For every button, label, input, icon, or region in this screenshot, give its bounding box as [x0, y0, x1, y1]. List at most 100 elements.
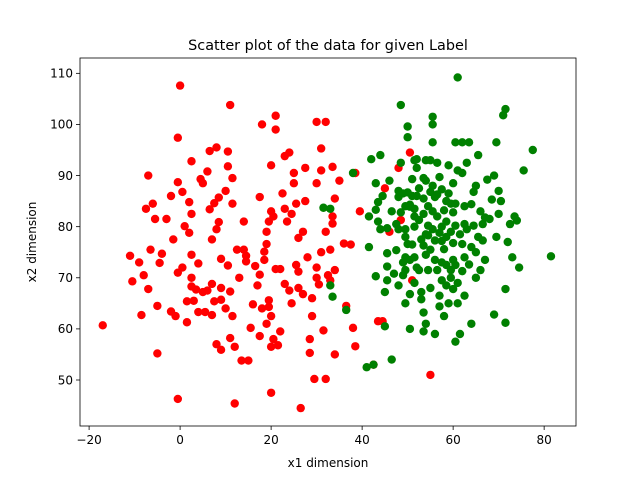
scatter-point	[232, 245, 242, 254]
scatter-point	[371, 205, 380, 214]
x-tick-label: 0	[176, 433, 184, 447]
scatter-point	[294, 283, 303, 293]
scatter-point	[410, 253, 419, 262]
scatter-point	[458, 239, 467, 249]
scatter-point	[269, 212, 278, 221]
scatter-point	[266, 161, 276, 170]
scatter-point	[307, 311, 317, 321]
scatter-point	[260, 255, 269, 265]
scatter-point	[269, 334, 278, 344]
scatter-point	[405, 148, 415, 157]
scatter-point	[271, 125, 280, 134]
scatter-point	[203, 286, 212, 295]
scatter-point	[173, 394, 183, 404]
scatter-point	[428, 225, 437, 234]
scatter-point	[225, 287, 235, 296]
scatter-point	[298, 227, 308, 236]
scatter-point	[460, 291, 469, 300]
scatter-point	[412, 163, 421, 173]
scatter-point	[235, 273, 244, 282]
scatter-point	[155, 258, 164, 268]
scatter-point	[451, 199, 460, 208]
scatter-point	[464, 138, 474, 147]
scatter-point	[433, 158, 442, 167]
scatter-point	[378, 191, 387, 201]
scatter-point	[326, 204, 335, 213]
scatter-point	[260, 247, 269, 256]
scatter-point	[212, 143, 221, 152]
plot-frame	[79, 57, 577, 427]
scatter-point	[433, 265, 442, 275]
scatter-point	[426, 283, 435, 293]
scatter-point	[316, 144, 326, 153]
scatter-point	[330, 350, 340, 359]
scatter-point	[351, 342, 360, 351]
scatter-point	[451, 138, 460, 147]
scatter-point	[387, 355, 396, 364]
scatter-point	[319, 203, 328, 212]
scatter-point	[305, 348, 314, 358]
x-tick-label: −20	[76, 433, 101, 447]
scatter-point	[316, 248, 326, 257]
scatter-point	[173, 178, 183, 187]
scatter-point	[225, 333, 235, 343]
scatter-point	[330, 194, 340, 203]
scatter-point	[348, 323, 358, 333]
scatter-point	[228, 173, 237, 183]
scatter-point	[328, 292, 337, 301]
scatter-point	[448, 284, 458, 294]
scatter-point	[321, 374, 330, 384]
scatter-point	[419, 327, 428, 336]
scatter-point	[367, 155, 376, 164]
scatter-point	[203, 167, 212, 176]
scatter-point	[146, 245, 155, 254]
scatter-point	[419, 308, 428, 317]
y-tick-label: 60	[58, 322, 73, 336]
scatter-point	[508, 253, 517, 262]
scatter-point	[405, 324, 415, 334]
scatter-point	[464, 260, 474, 269]
scatter-point	[280, 204, 289, 213]
scatter-point	[419, 209, 428, 219]
scatter-point	[253, 281, 262, 290]
scatter-point	[380, 322, 390, 331]
scatter-point	[285, 286, 294, 295]
scatter-point	[414, 265, 424, 275]
scatter-point	[328, 212, 337, 221]
scatter-point	[296, 403, 305, 413]
scatter-point	[371, 179, 380, 188]
scatter-point	[280, 279, 289, 289]
scatter-point	[98, 321, 107, 330]
scatter-point	[417, 287, 426, 297]
scatter-point	[141, 204, 151, 213]
scatter-point	[144, 284, 153, 294]
scatter-point	[307, 294, 317, 303]
scatter-point	[373, 197, 383, 207]
scatter-point	[207, 235, 217, 244]
scatter-point	[428, 181, 437, 190]
scatter-point	[389, 269, 399, 278]
scatter-point	[255, 192, 264, 202]
scatter-point	[387, 207, 396, 216]
scatter-point	[489, 171, 499, 180]
scatter-point	[403, 133, 412, 142]
scatter-point	[435, 172, 444, 182]
scatter-point	[483, 175, 492, 184]
chart-title: Scatter plot of the data for given Label	[188, 38, 468, 54]
scatter-point	[455, 329, 465, 339]
scatter-point	[216, 345, 226, 355]
scatter-point	[453, 73, 462, 82]
scatter-point	[262, 319, 271, 328]
scatter-point	[266, 388, 276, 397]
scatter-point	[301, 196, 310, 206]
scatter-point	[216, 254, 226, 264]
scatter-point	[401, 299, 410, 308]
scatter-point	[310, 374, 319, 384]
scatter-point	[462, 158, 471, 167]
scatter-point	[410, 222, 419, 231]
scatter-point	[496, 196, 506, 206]
scatter-point	[144, 171, 153, 180]
scatter-point	[316, 166, 326, 175]
scatter-point	[396, 208, 406, 217]
